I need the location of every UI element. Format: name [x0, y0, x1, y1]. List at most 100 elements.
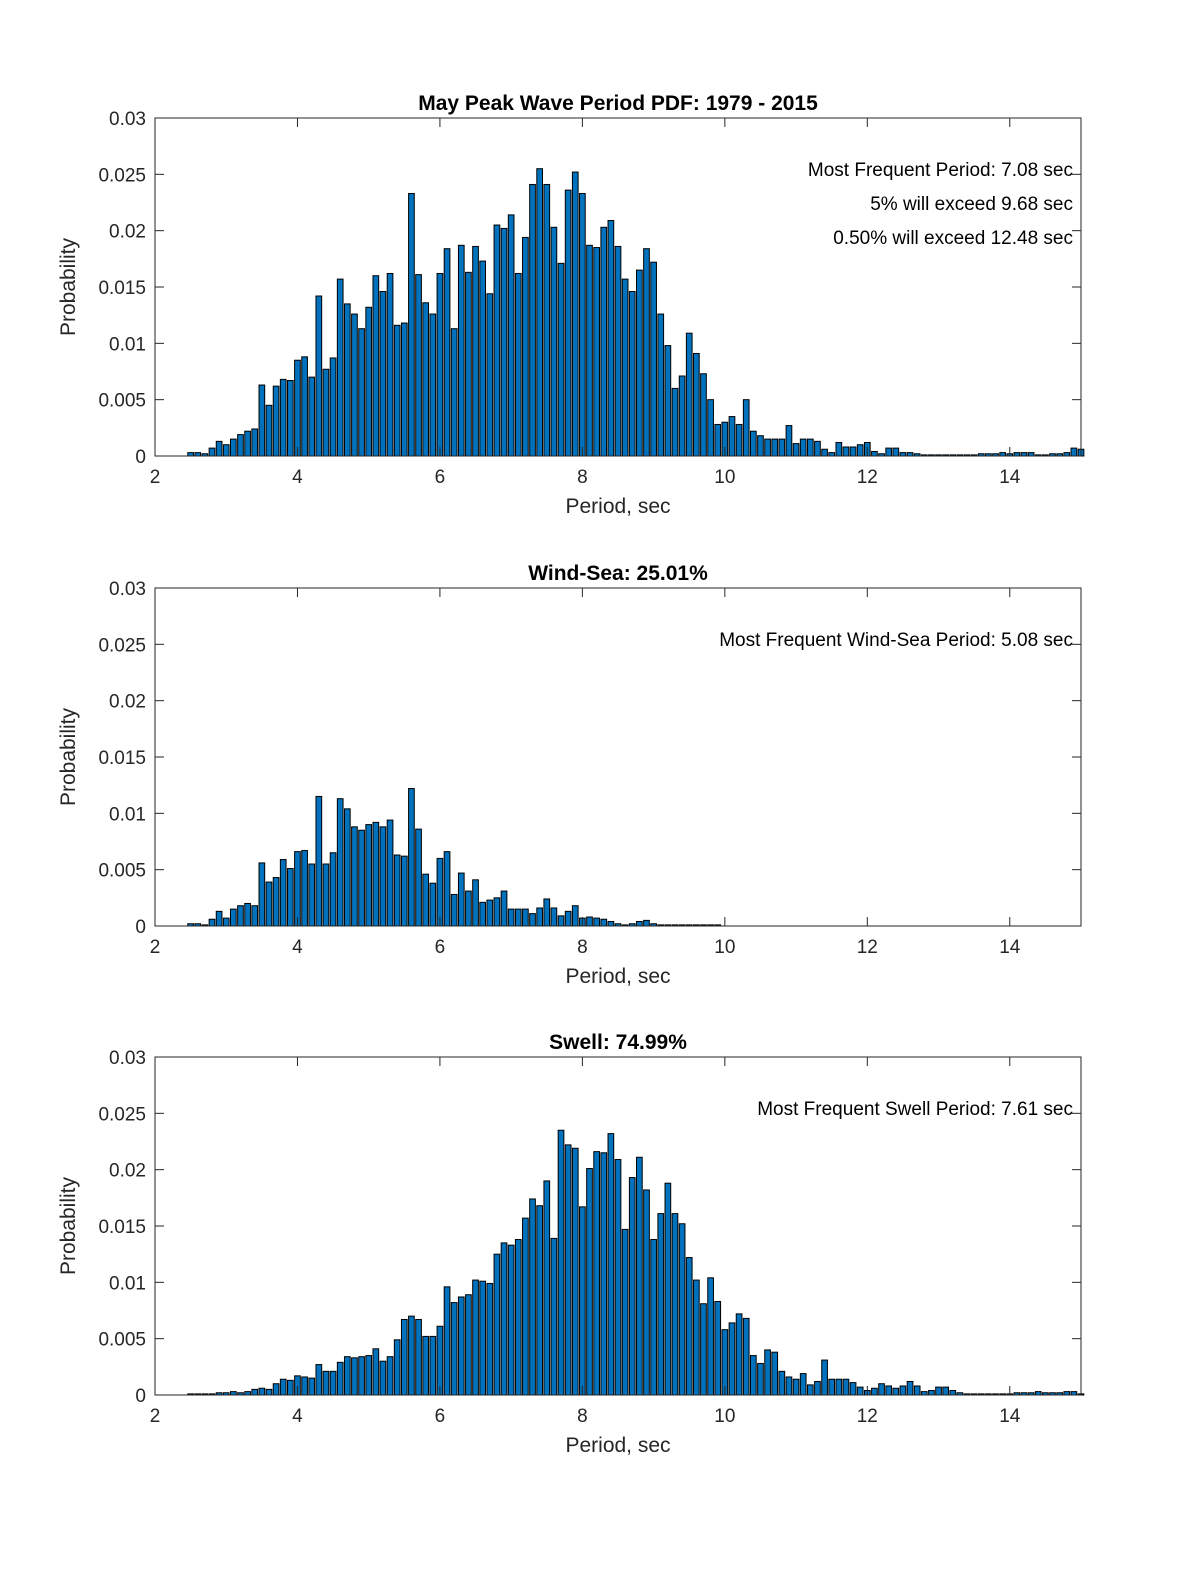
- bar: [500, 227, 508, 457]
- y-tick-label: 0: [135, 447, 146, 468]
- bar: [856, 444, 864, 457]
- bar: [251, 1388, 259, 1396]
- bar: [244, 430, 251, 457]
- bar: [286, 380, 294, 457]
- bar: [643, 1189, 650, 1396]
- x-tick-label: 12: [857, 467, 878, 488]
- chart-title: Swell: 74.99%: [549, 1031, 687, 1054]
- bar: [657, 313, 665, 457]
- bar: [187, 452, 194, 457]
- bar: [336, 1361, 344, 1396]
- bar: [593, 247, 600, 457]
- bar: [586, 1168, 593, 1396]
- chart-panel-1: 2 4 6 8 10 12 14 0 0.005 0.01 0.015 0.02 0.025 0.03 Ma…: [57, 92, 1085, 518]
- bar: [265, 1388, 273, 1396]
- y-tick-label: 0.01: [109, 804, 146, 825]
- bar: [429, 1335, 437, 1396]
- bar: [550, 226, 558, 457]
- bar: [657, 1213, 665, 1396]
- bar: [614, 1159, 622, 1396]
- bar: [586, 916, 593, 927]
- bar: [486, 899, 494, 927]
- bar: [1063, 1391, 1071, 1396]
- bar: [785, 425, 793, 457]
- bar: [465, 1294, 472, 1396]
- bar: [1070, 1391, 1078, 1396]
- bar: [343, 1356, 351, 1396]
- bar: [294, 359, 301, 457]
- x-tick-label: 8: [577, 937, 588, 958]
- x-tick-label: 4: [292, 1406, 303, 1427]
- bar: [415, 1319, 422, 1396]
- bar: [194, 452, 202, 457]
- bar: [778, 438, 786, 457]
- bar: [514, 1239, 522, 1396]
- y-tick-label: 0.005: [98, 861, 146, 882]
- bar: [322, 863, 330, 927]
- bar: [643, 248, 650, 457]
- bar: [400, 322, 408, 457]
- bar: [600, 918, 608, 927]
- bar: [351, 1357, 358, 1396]
- bar: [693, 1279, 700, 1396]
- bar: [208, 918, 216, 927]
- y-tick-label: 0.02: [109, 1161, 146, 1182]
- bar: [742, 399, 750, 457]
- annotation-text: Most Frequent Wind-Sea Period: 5.08 sec: [719, 630, 1073, 651]
- bar: [301, 850, 308, 927]
- bar: [700, 1303, 707, 1396]
- bar: [564, 1144, 572, 1396]
- bar: [400, 855, 408, 927]
- bar: [536, 168, 543, 457]
- bar: [571, 905, 579, 927]
- bar: [792, 1378, 800, 1396]
- bar: [408, 788, 415, 927]
- bar: [636, 920, 643, 927]
- bar: [215, 440, 223, 457]
- bar: [871, 450, 878, 457]
- bar: [757, 1362, 764, 1396]
- bar: [450, 893, 458, 927]
- bar: [885, 1385, 893, 1396]
- bar: [529, 913, 536, 927]
- bar: [415, 274, 422, 457]
- bar: [308, 1377, 316, 1396]
- bar: [814, 1380, 821, 1396]
- bar: [735, 423, 743, 457]
- bar: [493, 224, 501, 457]
- bar: [714, 423, 722, 457]
- bar: [899, 452, 907, 457]
- bar: [479, 260, 487, 457]
- bar: [1070, 447, 1078, 457]
- x-tick-label: 6: [435, 1406, 446, 1427]
- x-tick-label: 10: [714, 467, 735, 488]
- bar: [942, 1386, 950, 1396]
- y-tick-label: 0.025: [98, 165, 146, 186]
- bar-series: [187, 1129, 1085, 1396]
- bar: [386, 1356, 394, 1396]
- bar: [379, 826, 387, 927]
- bar: [913, 1385, 921, 1396]
- bar: [365, 1355, 373, 1396]
- y-tick-label: 0.02: [109, 222, 146, 243]
- bar: [849, 446, 857, 457]
- bar: [678, 1223, 686, 1396]
- bar: [828, 452, 836, 457]
- bar: [600, 1152, 608, 1396]
- bar: [928, 1389, 935, 1396]
- bar: [507, 908, 515, 927]
- y-axis-label: Probability: [57, 237, 80, 336]
- bar: [486, 293, 494, 457]
- bar: [443, 851, 451, 927]
- bar: [714, 1300, 722, 1396]
- bar: [821, 1359, 828, 1396]
- bar: [621, 278, 629, 457]
- bar: [557, 1129, 565, 1396]
- bar: [792, 443, 800, 457]
- bar: [771, 438, 779, 457]
- bar: [700, 373, 707, 457]
- bar: [436, 857, 444, 927]
- bar: [892, 447, 900, 457]
- bar: [664, 345, 672, 457]
- bar: [550, 907, 558, 927]
